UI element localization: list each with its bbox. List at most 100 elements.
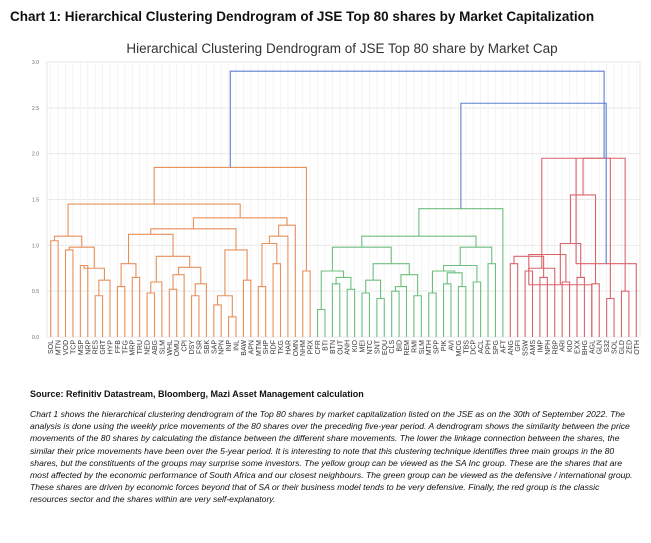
leaf-label: TFG [122,340,129,354]
leaf-label: SHP [263,340,270,355]
leaf-label: MTN [56,340,63,355]
dendrogram-link [460,102,607,264]
leaf-label: MTM [256,340,263,356]
leaf-label: MRP [130,340,137,356]
leaf-label: MEI [360,340,367,353]
leaf-label: OMN [293,340,300,356]
dendrogram-link [68,246,95,269]
leaf-label: RES [93,340,100,355]
leaf-label: VOD [63,340,70,355]
leaf-label: REM [404,340,411,356]
leaf-label: AFT [500,339,507,353]
leaf-label: BAW [241,340,248,356]
y-tick-label: 2.5 [32,106,39,112]
y-tick-label: 0.5 [32,289,39,295]
leaf-label: SOL [48,340,55,354]
leaf-label: HAR [285,340,292,355]
leaf-label: CFR [315,340,322,354]
leaf-label: APN [248,340,255,354]
leaf-label: SLM [419,340,426,355]
leaf-label: ARI [560,340,567,352]
leaf-label: SLM [159,340,166,355]
y-tick-label: 2.0 [32,152,39,158]
leaf-label: KIO [567,339,574,352]
leaf-label: MCG [456,340,463,356]
leaf-label: AGL [589,340,596,354]
dendrogram-links [50,70,637,337]
leaf-label: NRP [85,340,92,355]
leaf-label: RMI [411,340,418,353]
leaf-label: SNT [374,339,381,354]
dendrogram-link [539,276,548,337]
leaf-label: OTH [634,340,641,355]
dendrogram-link [131,276,141,337]
dendrogram-link [509,263,519,337]
leaf-label: DCP [471,340,478,355]
dendrogram-link [153,166,307,271]
leaf-label: NPN [219,340,226,355]
dendrogram-link [98,279,111,337]
dendrogram-link [268,235,289,337]
leaf-label: ANG [508,340,515,355]
leaf-label: SBK [204,340,211,354]
leaf-label: TRU [137,340,144,354]
dendrogram-link [365,279,382,299]
leaf-label: TBS [463,340,470,354]
dendrogram-link [335,276,352,290]
leaf-label: TKG [278,340,285,354]
leaf-label: INP [226,340,233,352]
dendrogram-link [487,263,497,337]
leaf-label: ZED [626,340,633,354]
dendrogram-link [391,290,400,337]
leaf-label: NTC [367,340,374,354]
dendrogram-chart: 0.00.51.01.52.02.53.0 SOL MTN VOD TCP MSP NRP… [32,41,641,356]
leaf-label: BTN [330,340,337,354]
dendrogram-link [120,263,137,287]
leaf-label: SOL [612,340,619,354]
dendrogram-link [242,279,252,337]
dendrogram-link [528,253,567,282]
leaf-label: FSR [196,340,203,354]
leaf-labels: SOL MTN VOD TCP MSP NRP RES GRT HYP FFB TFG MRP TRU N… [48,339,641,356]
dendrogram-link [569,194,597,284]
leaf-label: ACL [478,340,485,354]
leaf-label: AMS [530,340,537,356]
leaf-label: GFI [515,340,522,352]
leaf-label: MTH [426,340,433,355]
dendrogram-link [53,235,83,248]
chart-title: Hierarchical Clustering Dendrogram of JS… [126,41,557,56]
leaf-label: CPI [182,340,189,352]
leaf-label: NHM [300,340,307,356]
dendrogram-link [372,263,410,281]
dendrogram-link [272,263,282,337]
y-tick-label: 3.0 [32,60,39,66]
leaf-label: BHG [582,340,589,355]
leaf-label: GRT [100,339,107,354]
leaf-label: WHL [167,340,174,356]
leaf-label: MSP [78,340,85,356]
leaf-label: OUT [337,339,344,355]
y-tick-label: 1.0 [32,243,39,249]
leaf-label: FFB [115,340,122,354]
leaf-label: PIK [441,340,448,352]
leaf-label: ANH [345,340,352,355]
dendrogram-link [331,246,392,271]
dendrogram-link [361,235,477,248]
leaf-label: BTI [322,340,329,351]
leaf-label: OMU [174,340,181,356]
dendrogram-link [224,249,248,296]
leaf-label: DSY [189,340,196,355]
leaf-label: KIO [352,339,359,352]
dendrogram-link [575,158,637,337]
leaf-label: BID [397,340,404,352]
y-tick-labels: 0.0 0.5 1.0 1.5 2.0 2.5 3.0 [32,60,39,341]
leaf-label: GLD [619,340,626,354]
leaf-label: EQU [382,340,389,355]
leaf-label: CLS [389,340,396,354]
dendrogram-link [400,274,419,296]
leaf-label: HYP [108,340,115,355]
document-heading: Chart 1: Hierarchical Clustering Dendrog… [10,9,595,24]
dendrogram-link [576,276,585,337]
dendrogram-link [64,249,74,337]
leaf-label: IMP [537,340,544,353]
